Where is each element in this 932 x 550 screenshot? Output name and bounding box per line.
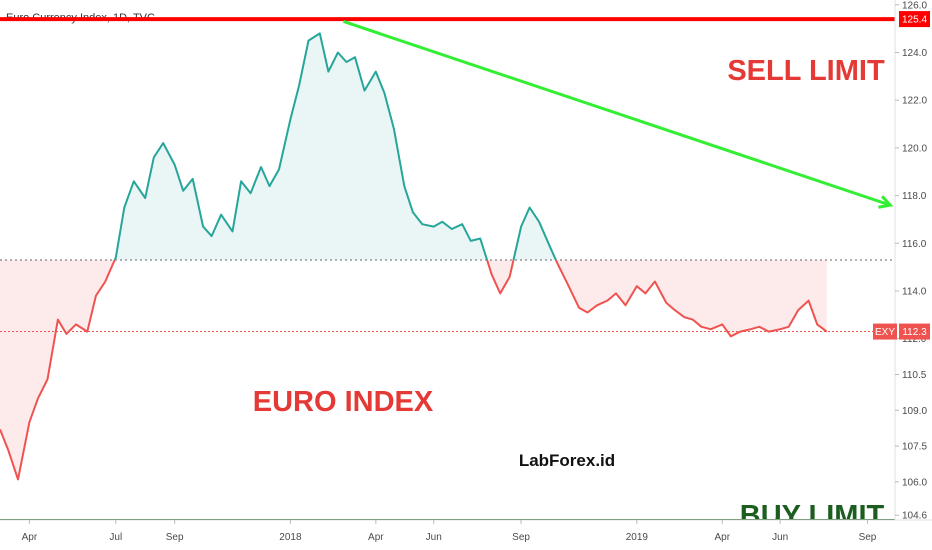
x-tick-label: Sep (859, 532, 877, 543)
x-tick-label: Sep (512, 532, 530, 543)
price-axis[interactable]: 104.6 106.0 107.5 109.0 110.5 112.0 114.0 116.0… (894, 0, 932, 522)
x-tick-label: 2018 (279, 532, 302, 543)
y-tick-label: 107.5 (902, 442, 927, 453)
sell-limit-label: SELL LIMIT (727, 55, 885, 87)
x-tick-label: Sep (166, 532, 184, 543)
euro-index-label: EURO INDEX (253, 386, 434, 418)
time-axis[interactable]: Apr Jul Sep 2018 Apr Jun Sep 2019 Apr Jun Sep (0, 519, 932, 550)
price-axis-background (895, 0, 932, 520)
y-tick-label: 122.0 (902, 96, 927, 107)
y-tick-label: 104.6 (902, 511, 927, 522)
y-tick-label: 110.5 (902, 370, 927, 381)
series-name-text: EXY (875, 327, 895, 338)
x-tick-label: 2019 (626, 532, 649, 543)
price-lines (0, 32, 828, 481)
area-fill-segment (487, 260, 514, 294)
y-tick-label: 106.0 (902, 477, 927, 488)
series-name-tag (873, 323, 897, 340)
current-price-text: 112.3 (902, 327, 927, 338)
y-tick-label: 126.0 (902, 0, 927, 11)
y-tick-label: 109.0 (902, 406, 927, 417)
price-tags: 125.4 EXY 112.3 (873, 11, 930, 340)
y-tick-label: 124.0 (902, 48, 927, 59)
sell-limit-price-tag (899, 11, 930, 28)
y-tick-label: 112.0 (902, 334, 927, 345)
x-tick-label: Apr (368, 532, 384, 543)
series-line-segment (0, 259, 116, 481)
watermark-label: LabForex.id (519, 451, 615, 470)
x-tick-label: Apr (714, 532, 730, 543)
area-fill-segment (114, 33, 488, 261)
series-line-segment (512, 206, 557, 261)
y-tick-label: 114.0 (902, 287, 927, 298)
series-line-segment (486, 259, 515, 295)
x-tick-label: Jun (426, 532, 442, 543)
area-fill-segment (555, 260, 827, 337)
trend-arrow-head (878, 195, 894, 209)
series-line-segment (113, 32, 489, 261)
sell-limit-price-text: 125.4 (902, 15, 927, 26)
time-axis-background (0, 520, 932, 550)
series-line-segment (554, 259, 828, 338)
trend-line (343, 20, 891, 207)
y-tick-label: 118.0 (902, 191, 927, 202)
x-tick-label: Jun (772, 532, 788, 543)
current-price-tag (899, 323, 930, 340)
x-tick-label: Jul (109, 532, 122, 543)
y-tick-label: 120.0 (902, 143, 927, 154)
x-tick-label: Apr (22, 532, 38, 543)
y-tick-label: 116.0 (902, 239, 927, 250)
